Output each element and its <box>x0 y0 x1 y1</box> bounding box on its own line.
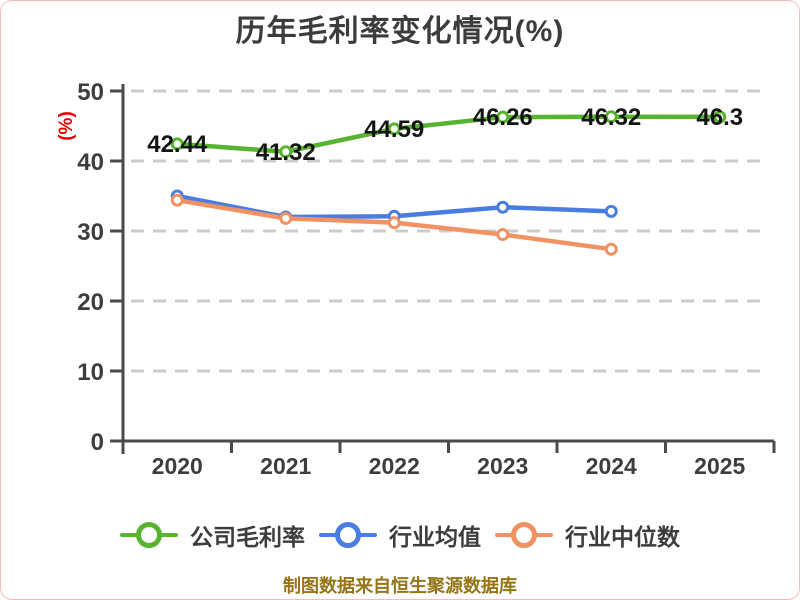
legend-label-industry-median: 行业中位数 <box>565 524 680 550</box>
legend-marker-industry-mean-icon <box>319 521 377 549</box>
data-point-industry-median <box>170 193 184 207</box>
data-point-industry-mean <box>496 200 510 214</box>
data-point-label-company-gross-margin: 44.59 <box>364 116 424 143</box>
series-line-company-gross-margin <box>175 114 722 155</box>
x-tick-label: 2020 <box>152 453 203 479</box>
x-tick-label: 2025 <box>694 453 745 479</box>
data-point-company-gross-margin <box>170 137 184 151</box>
data-point-company-gross-margin <box>713 110 727 124</box>
data-point-industry-median <box>387 216 401 230</box>
chart-title: 历年毛利率变化情况(%) <box>235 15 565 48</box>
x-tick-label: 2023 <box>477 453 528 479</box>
data-point-industry-median <box>279 211 293 225</box>
data-point-company-gross-margin <box>387 122 401 136</box>
legend-item-industry-mean: 行业均值 <box>319 518 481 552</box>
data-point-label-company-gross-margin: 46.26 <box>473 104 533 131</box>
legend-marker-company-gross-margin-icon <box>120 521 178 549</box>
x-tick-label: 2024 <box>586 453 637 479</box>
x-tick-label: 2021 <box>260 453 311 479</box>
y-tick-label: 30 <box>77 219 104 246</box>
y-tick-label: 10 <box>77 359 104 386</box>
legend-label-company-gross-margin: 公司毛利率 <box>190 524 305 550</box>
data-point-company-gross-margin <box>279 145 293 159</box>
legend-item-industry-median: 行业中位数 <box>495 518 680 552</box>
legend-item-company-gross-margin: 公司毛利率 <box>120 518 305 552</box>
x-tick-label: 2022 <box>369 453 420 479</box>
chart-legend: 公司毛利率 行业均值 行业中位数 <box>1 518 799 552</box>
legend-label-industry-mean: 行业均值 <box>389 524 481 550</box>
y-tick-label: 50 <box>77 79 104 106</box>
y-tick-label: 0 <box>91 429 104 456</box>
y-tick-label: 20 <box>77 289 104 316</box>
data-source-note: 制图数据来自恒生聚源数据库 <box>283 576 517 596</box>
data-point-label-company-gross-margin: 46.3 <box>696 104 743 131</box>
data-point-industry-median <box>604 242 618 256</box>
data-point-company-gross-margin <box>496 110 510 124</box>
data-point-industry-mean <box>604 204 618 218</box>
data-point-label-company-gross-margin: 41.32 <box>256 139 316 166</box>
data-point-label-company-gross-margin: 42.44 <box>147 131 208 158</box>
data-point-company-gross-margin <box>604 110 618 124</box>
data-point-industry-median <box>496 228 510 241</box>
legend-marker-industry-median-icon <box>495 521 553 549</box>
data-point-label-company-gross-margin: 46.32 <box>581 104 641 131</box>
y-tick-label: 40 <box>77 149 104 176</box>
